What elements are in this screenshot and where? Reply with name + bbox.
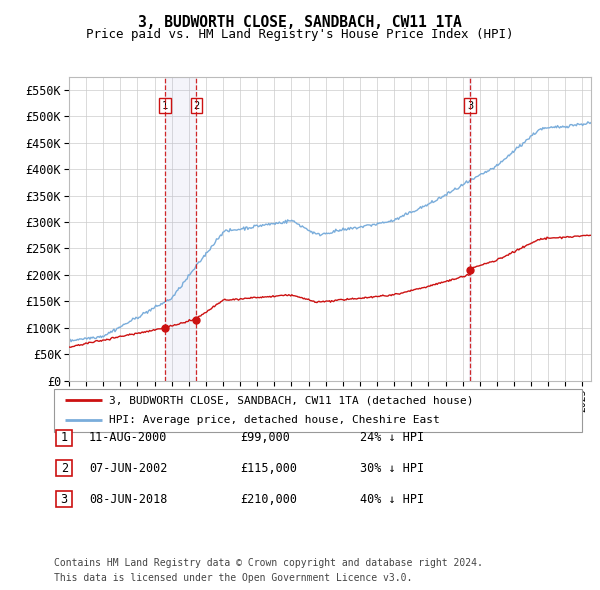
- Text: £115,000: £115,000: [240, 462, 297, 475]
- Text: 3: 3: [467, 100, 473, 110]
- Text: 30% ↓ HPI: 30% ↓ HPI: [360, 462, 424, 475]
- Text: 1: 1: [61, 431, 68, 444]
- Text: Contains HM Land Registry data © Crown copyright and database right 2024.: Contains HM Land Registry data © Crown c…: [54, 558, 483, 568]
- Bar: [469, 77, 471, 381]
- Text: £210,000: £210,000: [240, 493, 297, 506]
- Text: 3, BUDWORTH CLOSE, SANDBACH, CW11 1TA: 3, BUDWORTH CLOSE, SANDBACH, CW11 1TA: [138, 15, 462, 30]
- Text: 1: 1: [162, 100, 169, 110]
- Text: HPI: Average price, detached house, Cheshire East: HPI: Average price, detached house, Ches…: [109, 415, 440, 425]
- Text: 40% ↓ HPI: 40% ↓ HPI: [360, 493, 424, 506]
- Text: 24% ↓ HPI: 24% ↓ HPI: [360, 431, 424, 444]
- Text: 2: 2: [61, 462, 68, 475]
- Text: 3, BUDWORTH CLOSE, SANDBACH, CW11 1TA (detached house): 3, BUDWORTH CLOSE, SANDBACH, CW11 1TA (d…: [109, 395, 474, 405]
- Bar: [165, 77, 196, 381]
- Text: 08-JUN-2018: 08-JUN-2018: [89, 493, 167, 506]
- Text: Price paid vs. HM Land Registry's House Price Index (HPI): Price paid vs. HM Land Registry's House …: [86, 28, 514, 41]
- Text: 3: 3: [61, 493, 68, 506]
- Text: This data is licensed under the Open Government Licence v3.0.: This data is licensed under the Open Gov…: [54, 573, 412, 583]
- Text: £99,000: £99,000: [240, 431, 290, 444]
- Text: 11-AUG-2000: 11-AUG-2000: [89, 431, 167, 444]
- Text: 2: 2: [193, 100, 199, 110]
- Text: 07-JUN-2002: 07-JUN-2002: [89, 462, 167, 475]
